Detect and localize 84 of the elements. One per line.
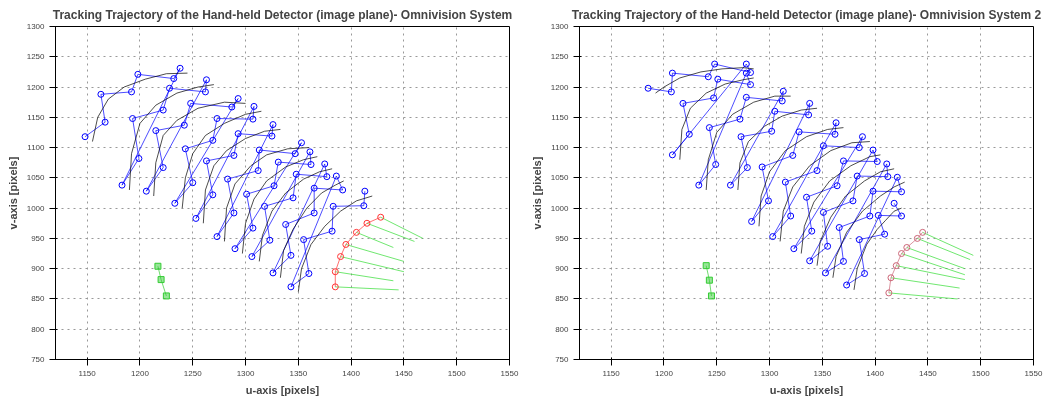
line-series [181, 110, 262, 209]
line-series [655, 67, 755, 94]
x-tick-label: 1350 [813, 368, 832, 378]
point [892, 262, 900, 270]
x-tick-label: 1150 [78, 368, 97, 378]
point [903, 244, 911, 251]
y-axis-title: v-axis [pixels] [530, 156, 543, 230]
y-tick-label: 950 [31, 233, 46, 243]
line-series [737, 107, 818, 191]
x-tick-label: 1400 [342, 368, 361, 378]
point [887, 274, 895, 282]
point [331, 268, 339, 276]
line-series [128, 84, 215, 191]
y-tick-label: 750 [555, 355, 570, 364]
x-tick-label: 1500 [447, 368, 467, 378]
point [702, 262, 710, 270]
line-series [91, 72, 188, 143]
y-tick-label: 1300 [26, 22, 46, 31]
chart-title: Tracking Trajectory of the Hand-held Detector (image plane)- Omnivision System 2 [571, 7, 1042, 22]
x-axis-title: u-axis [pixels] [769, 383, 844, 396]
x-tick-label: 1300 [236, 368, 255, 378]
y-tick-label: 1150 [551, 112, 570, 122]
y-tick-label: 1100 [551, 143, 570, 153]
x-tick-label: 1550 [1024, 368, 1043, 378]
x-tick-label: 1300 [760, 368, 779, 378]
y-tick-label: 800 [31, 324, 46, 334]
y-tick-label: 1250 [550, 52, 570, 62]
y-tick-label: 1050 [26, 173, 46, 183]
point [707, 292, 715, 300]
x-tick-label: 1350 [289, 368, 308, 378]
x-tick-label: 1200 [131, 368, 150, 378]
x-tick-label: 1200 [655, 368, 674, 378]
line-series [223, 147, 310, 242]
y-tick-label: 1200 [550, 82, 570, 92]
y-tick-label: 900 [555, 264, 570, 274]
y-tick-label: 850 [31, 294, 46, 304]
x-tick-label: 1150 [602, 368, 621, 378]
line-series [258, 168, 333, 262]
point [157, 276, 165, 284]
y-tick-label: 1000 [26, 203, 46, 213]
y-tick-label: 950 [555, 233, 570, 243]
line-series [816, 168, 895, 267]
line-series [705, 95, 792, 191]
y-tick-label: 1050 [550, 173, 570, 183]
y-tick-label: 1200 [26, 82, 46, 92]
y-tick-label: 1000 [550, 203, 570, 213]
line-series [279, 180, 345, 279]
point [162, 292, 170, 300]
x-tick-label: 1400 [866, 368, 885, 378]
line-series [800, 154, 881, 255]
line-series [241, 156, 318, 255]
point [337, 253, 345, 261]
x-tick-label: 1450 [919, 368, 938, 378]
line-series [779, 141, 871, 242]
x-tick-label: 1550 [500, 368, 519, 378]
y-tick-label: 850 [555, 294, 570, 304]
x-tick-label: 1250 [183, 368, 203, 378]
y-tick-label: 800 [555, 324, 570, 334]
x-axis-title: u-axis [pixels] [245, 383, 320, 396]
y-tick-label: 900 [31, 264, 46, 274]
line-series [758, 127, 844, 227]
y-tick-label: 1300 [550, 22, 570, 31]
line-series [853, 207, 903, 291]
y-tick-label: 1150 [27, 112, 46, 122]
point [352, 228, 360, 236]
point [705, 276, 713, 284]
line-series [297, 195, 373, 293]
line-series [202, 128, 281, 224]
point [363, 219, 371, 227]
y-tick-label: 1250 [26, 52, 46, 62]
line-series [832, 181, 906, 279]
y-axis-title: v-axis [pixels] [6, 156, 19, 230]
point [154, 262, 162, 270]
y-tick-label: 750 [31, 355, 46, 364]
point [913, 234, 921, 242]
x-tick-label: 1450 [395, 368, 414, 378]
point [898, 250, 906, 258]
x-tick-label: 1500 [971, 368, 991, 378]
line-series [679, 77, 755, 161]
line-series [153, 101, 247, 197]
x-tick-label: 1250 [707, 368, 727, 378]
y-tick-label: 1100 [27, 143, 46, 153]
point [342, 240, 350, 248]
chart-title: Tracking Trajectory of the Hand-held Detector (image plane)- Omnivision System [52, 7, 513, 22]
